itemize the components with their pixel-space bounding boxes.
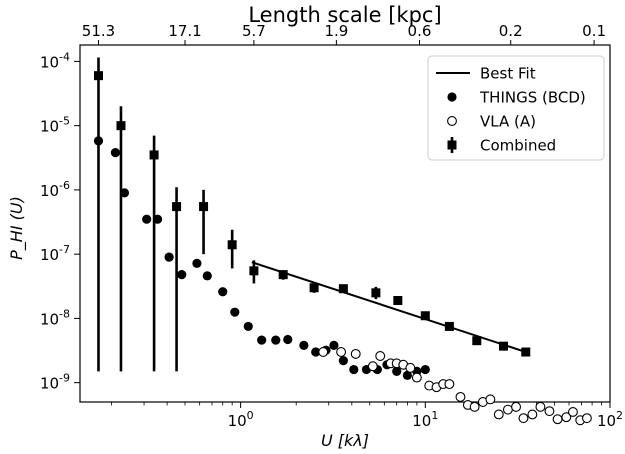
legend-box [427, 55, 605, 161]
vla-a-point [350, 348, 361, 359]
vla-a-point [535, 401, 546, 412]
combined-point [278, 270, 288, 280]
combined-point [309, 283, 319, 293]
best-fit-line [251, 261, 527, 353]
vla-a-point [552, 414, 563, 425]
vla-a-point [336, 347, 347, 357]
plot-frame-layer [79, 44, 611, 403]
combined-point [149, 150, 159, 160]
y-axis-title: P_HI (U) [7, 196, 27, 260]
legend-label: THINGS (BCD) [479, 89, 586, 107]
things-bcd-point [218, 287, 228, 297]
x-tick-label: 101 [412, 409, 438, 430]
combined-point [249, 266, 259, 276]
top-axis-tick-label: 51.3 [82, 22, 115, 40]
combined-point [172, 202, 182, 212]
top-axis-tick-label: 5.7 [242, 22, 266, 40]
vla-a-point [444, 379, 455, 390]
legend-open-circle-marker [447, 116, 457, 126]
top-axis-title: Length scale [kpc] [248, 3, 441, 27]
things-bcd-point [338, 356, 348, 366]
legend-label: VLA (A) [480, 113, 536, 131]
combined-point [498, 341, 508, 351]
things-bcd-point [283, 334, 293, 345]
y-tick-label: 10-9 [40, 372, 70, 393]
data-layer [93, 57, 592, 426]
combined-point [116, 121, 126, 131]
combined-point [521, 347, 531, 357]
combined-point [371, 288, 381, 298]
combined-point [93, 71, 103, 81]
things-bcd-point [202, 271, 212, 281]
top-axis-tick-label: 0.6 [408, 22, 432, 40]
things-bcd-point [142, 214, 152, 224]
things-bcd-point [392, 366, 402, 376]
things-bcd-point [349, 364, 359, 375]
things-bcd-point [402, 370, 413, 380]
vla-a-point [469, 401, 480, 412]
vla-a-point [502, 404, 513, 415]
vla-a-point [527, 409, 538, 420]
combined-point [393, 295, 403, 305]
combined-point [338, 284, 348, 294]
plot-frame [79, 44, 611, 403]
legend-filled-circle-marker [447, 92, 457, 102]
vla-a-point [511, 401, 522, 412]
combined-point [472, 336, 482, 346]
x-tick-label: 100 [228, 409, 254, 430]
top-axis-tick-label: 1.9 [324, 22, 348, 40]
top-axis-tick-label: 0.2 [499, 22, 523, 40]
vla-a-point [544, 406, 555, 417]
y-tick-label: 10-7 [40, 243, 70, 264]
legend-square-marker [447, 140, 457, 150]
combined-point [227, 240, 237, 250]
legend: Best Fit THINGS (BCD) VLA (A) Combined [427, 55, 605, 161]
vla-a-point [318, 347, 329, 357]
things-bcd-point [311, 347, 321, 357]
vla-a-point [518, 413, 529, 424]
vla-a-point [367, 361, 378, 372]
things-bcd-point [110, 148, 121, 158]
legend-label: Combined [480, 137, 556, 155]
x-tick-label: 102 [597, 409, 623, 430]
vla-a-point [581, 413, 592, 424]
vla-a-point [455, 391, 466, 402]
vla-a-point [561, 412, 572, 423]
things-bcd-point [177, 270, 187, 280]
y-tick-label: 10-5 [40, 115, 70, 136]
things-bcd-point [243, 321, 253, 332]
combined-point [444, 321, 454, 331]
things-bcd-point [299, 340, 309, 351]
top-axis-tick-label: 0.1 [582, 22, 606, 40]
y-tick-label: 10-4 [40, 50, 70, 71]
combined-point [420, 311, 430, 321]
combined-point [199, 202, 209, 212]
vla-a-point [375, 351, 386, 361]
things-bcd-point [192, 258, 202, 268]
vla-a-point [485, 394, 496, 405]
tick-layer: 100 101 102 10-9 10-8 10-7 10-6 10-5 10-4 51.3 17.… [40, 22, 623, 430]
top-axis-tick-label: 17.1 [168, 22, 201, 40]
things-bcd-point [257, 335, 267, 345]
y-tick-label: 10-6 [40, 179, 70, 200]
legend-label: Best Fit [480, 65, 536, 83]
things-bcd-point [230, 307, 240, 317]
vla-a-point [567, 407, 578, 417]
things-bcd-point [164, 252, 174, 262]
things-bcd-point [420, 364, 430, 375]
things-bcd-point [271, 335, 281, 345]
vla-a-point [405, 362, 416, 373]
vla-a-point [411, 372, 422, 383]
x-axis-title: U [kλ] [321, 431, 369, 450]
vla-a-point [493, 409, 504, 420]
y-tick-label: 10-8 [40, 307, 70, 328]
things-bcd-point [329, 340, 339, 351]
